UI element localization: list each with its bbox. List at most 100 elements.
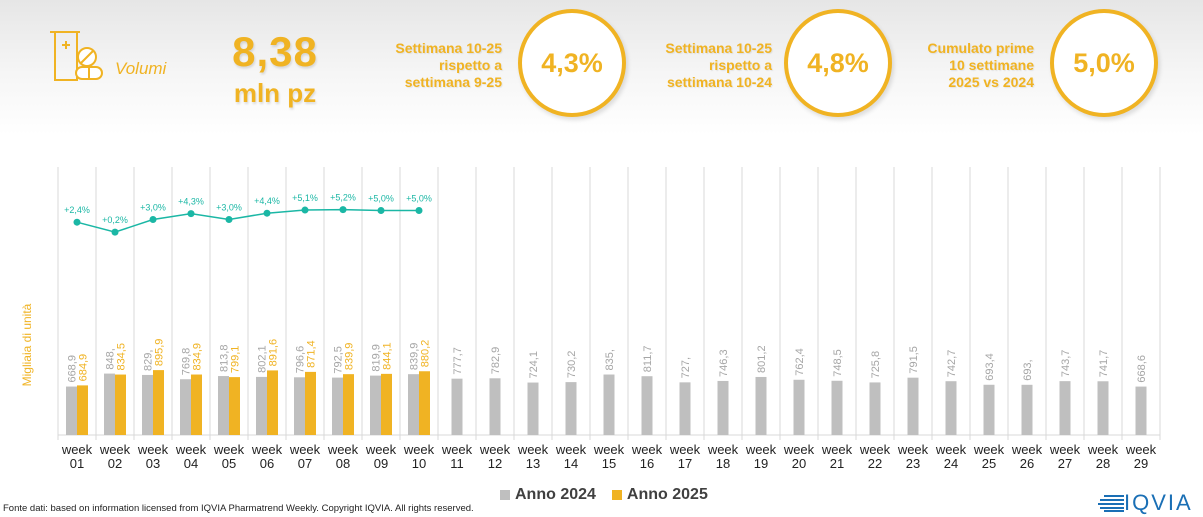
growth-point <box>415 207 423 214</box>
bar-2024 <box>66 386 77 435</box>
bar-2024 <box>983 384 995 435</box>
x-tick-label: week <box>137 442 169 457</box>
growth-label: +5,1% <box>292 193 318 203</box>
legend-item-2025: Anno 2025 <box>611 486 708 504</box>
growth-label: +0,2% <box>102 215 128 225</box>
growth-label: +4,4% <box>254 196 280 206</box>
bar-2024 <box>1097 381 1109 435</box>
x-tick-label: week <box>365 442 397 457</box>
x-tick-label: week <box>289 442 321 457</box>
growth-point <box>187 210 195 218</box>
x-tick-label: 20 <box>792 456 806 471</box>
stat-week-vs-prev-week-value: 4,3% <box>518 9 626 117</box>
growth-point <box>149 216 157 223</box>
bar-2024 <box>717 380 729 435</box>
bar-label-2024: 748,5 <box>832 349 844 377</box>
x-tick-label: 23 <box>906 456 920 471</box>
bar-2024 <box>489 378 501 435</box>
growth-label: +5,2% <box>330 193 356 203</box>
legend-swatch-2025 <box>611 490 622 500</box>
x-tick-label: 19 <box>754 456 768 471</box>
x-tick-label: 01 <box>70 456 84 471</box>
bar-label-2024: 839,9 <box>409 343 421 371</box>
legend-swatch-2024 <box>500 490 510 500</box>
bar-2025 <box>153 370 164 435</box>
growth-label: +5,0% <box>368 194 394 204</box>
kpi-label: Volumi <box>115 59 167 78</box>
growth-line <box>76 208 419 233</box>
bar-label-2024: 829, <box>143 350 155 371</box>
x-tick-label: 16 <box>640 456 654 471</box>
x-tick-label: week <box>1087 442 1119 457</box>
bar-2024 <box>527 382 539 435</box>
x-tick-label: 18 <box>716 456 730 471</box>
growth-label: +2,4% <box>64 205 90 215</box>
x-tick-label: week <box>707 442 739 457</box>
x-tick-label: week <box>897 442 929 457</box>
bar-label-2024: 777,7 <box>452 347 464 375</box>
bar-2025 <box>381 373 392 435</box>
x-tick-label: week <box>669 442 701 457</box>
growth-point <box>263 209 271 217</box>
bar-label-2025: 834,9 <box>192 343 204 371</box>
bar-2025 <box>115 374 126 435</box>
bar-2024 <box>218 376 229 435</box>
x-tick-label: week <box>327 442 359 457</box>
growth-point <box>301 206 309 214</box>
y-axis-label: Migliaia di unità <box>20 303 34 387</box>
x-tick-label: 06 <box>260 456 274 471</box>
x-tick-label: week <box>479 442 511 457</box>
stat-week-vs-prev-week-desc: Settimana 10-25 rispetto a settimana 9-2… <box>395 40 502 90</box>
x-tick-label: 15 <box>602 456 616 471</box>
iqvia-logo: IQVIA <box>1098 492 1193 514</box>
bar-label-2025: 895,9 <box>154 339 166 367</box>
x-tick-label: 24 <box>944 456 958 471</box>
x-tick-label: 04 <box>184 456 198 471</box>
bar-2025 <box>77 385 88 435</box>
growth-label: +3,0% <box>140 203 166 213</box>
x-tick-label: 12 <box>488 456 502 471</box>
stat-cumulative-value: 5,0% <box>1050 9 1158 117</box>
x-tick-label: 11 <box>450 456 464 471</box>
stat-week-vs-last-year-value: 4,8% <box>784 9 892 117</box>
x-tick-label: week <box>593 442 625 457</box>
x-tick-label: 21 <box>830 456 844 471</box>
bar-label-2024: 801,2 <box>756 345 768 373</box>
growth-label: +3,0% <box>216 203 242 213</box>
kpi-unit: mln pz <box>233 78 317 108</box>
bar-2024 <box>603 374 615 435</box>
x-tick-label: week <box>973 442 1005 457</box>
bar-2024 <box>451 378 463 435</box>
bar-label-2024: 742,7 <box>946 350 958 378</box>
x-tick-label: week <box>1125 442 1157 457</box>
bar-label-2025: 871,4 <box>306 340 318 368</box>
x-tick-label: 03 <box>146 456 160 471</box>
x-tick-label: week <box>555 442 587 457</box>
bar-label-2024: 741,7 <box>1098 350 1110 378</box>
bar-2024 <box>104 373 115 435</box>
bar-2025 <box>191 374 202 435</box>
bar-2024 <box>370 375 381 435</box>
bar-label-2024: 746,3 <box>718 349 730 377</box>
growth-point <box>111 228 119 236</box>
x-tick-label: week <box>403 442 435 457</box>
bar-2024 <box>256 376 267 435</box>
x-tick-label: 08 <box>336 456 350 471</box>
bar-label-2025: 839,9 <box>344 343 356 371</box>
bar-2025 <box>267 370 278 435</box>
bar-label-2024: 796,6 <box>295 346 307 374</box>
x-tick-label: week <box>517 442 549 457</box>
bar-label-2024: 724,1 <box>528 351 540 379</box>
bar-2024 <box>142 374 153 435</box>
x-tick-label: 07 <box>298 456 312 471</box>
bar-label-2024: 725,8 <box>870 351 882 379</box>
bar-label-2025: 891,6 <box>268 339 280 367</box>
bar-2024 <box>180 379 191 435</box>
x-tick-label: 14 <box>564 456 578 471</box>
kpi-value: 8,38 <box>232 28 318 75</box>
x-tick-label: 10 <box>412 456 426 471</box>
growth-point <box>225 216 233 223</box>
bar-2024 <box>332 377 343 435</box>
x-tick-label: 22 <box>868 456 882 471</box>
x-tick-label: 02 <box>108 456 122 471</box>
